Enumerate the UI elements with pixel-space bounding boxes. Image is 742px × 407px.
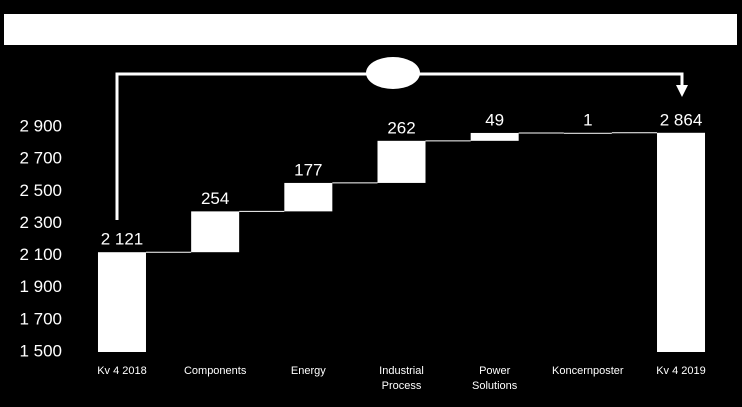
y-tick-label: 1 900	[19, 277, 62, 296]
y-tick-label: 2 900	[19, 116, 62, 135]
x-tick-label: Power Solutions	[472, 365, 518, 392]
value-label: 254	[201, 189, 229, 208]
y-tick-label: 1 500	[19, 341, 62, 360]
x-tick-label: Components	[183, 365, 247, 377]
bar	[657, 132, 706, 352]
x-tick-label: Kv 4 2019	[656, 365, 706, 377]
bar	[191, 211, 240, 253]
x-tick-label: Industrial Process	[379, 365, 424, 392]
oval	[366, 57, 420, 89]
bar	[284, 182, 333, 212]
value-label: 2 121	[101, 230, 144, 249]
value-label: 49	[485, 110, 504, 129]
arrow-head	[676, 85, 688, 97]
bar	[377, 140, 426, 183]
value-label: 177	[294, 160, 322, 179]
y-tick-label: 2 100	[19, 245, 62, 264]
y-tick-label: 2 700	[19, 149, 62, 168]
bar	[563, 132, 612, 134]
value-label: 2 864	[660, 110, 703, 129]
y-tick-label: 2 300	[19, 213, 62, 232]
x-tick-label: Kv 4 2018	[97, 365, 147, 377]
x-tick-label: Koncernposter	[552, 365, 624, 377]
title-box	[4, 14, 737, 45]
bar	[470, 132, 519, 141]
y-tick-label: 1 700	[19, 309, 62, 328]
bar	[97, 252, 146, 352]
value-label: 262	[387, 118, 415, 137]
x-tick-label: Energy	[290, 365, 326, 377]
y-tick-label: 2 500	[19, 181, 62, 200]
value-label: 1	[583, 110, 592, 129]
